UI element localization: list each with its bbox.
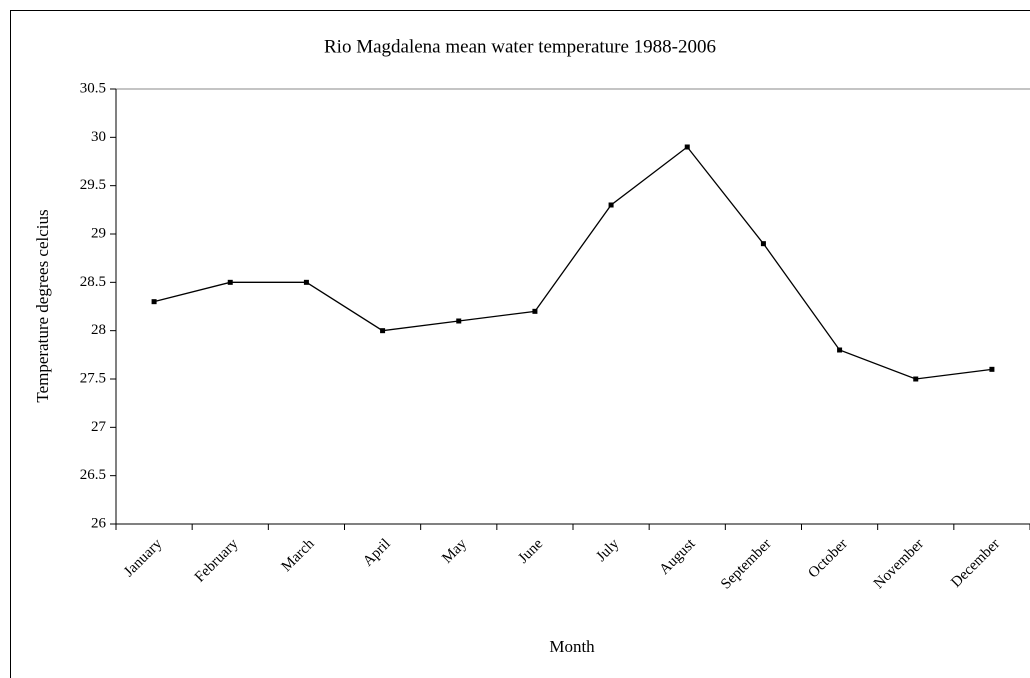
marker bbox=[532, 308, 538, 314]
x-tick-label: May bbox=[439, 536, 470, 567]
y-tick-label: 26 bbox=[91, 515, 107, 531]
x-tick-label: April bbox=[360, 536, 394, 570]
y-tick-label: 28.5 bbox=[80, 274, 106, 290]
marker bbox=[989, 366, 995, 372]
y-tick-label: 26.5 bbox=[80, 467, 106, 483]
line bbox=[153, 146, 992, 380]
x-tick-label: June bbox=[515, 536, 546, 567]
marker bbox=[227, 279, 233, 285]
chart-title: Rio Magdalena mean water temperature 198… bbox=[324, 36, 716, 57]
marker bbox=[380, 328, 386, 334]
chart-border bbox=[10, 10, 1030, 678]
x-tick-label: December bbox=[948, 536, 1003, 591]
marker bbox=[608, 202, 614, 208]
x-tick-label: March bbox=[279, 536, 318, 575]
marker bbox=[837, 347, 843, 353]
y-tick-label: 27 bbox=[91, 419, 107, 435]
x-tick-label: July bbox=[593, 536, 622, 565]
x-tick-label: October bbox=[805, 536, 850, 581]
x-tick-label: September bbox=[718, 536, 775, 593]
marker bbox=[456, 318, 462, 324]
marker bbox=[760, 241, 766, 247]
y-tick-label: 30.5 bbox=[80, 80, 106, 96]
x-tick-label: January bbox=[121, 536, 166, 581]
x-axis-label: Month bbox=[549, 637, 595, 656]
y-tick-label: 29.5 bbox=[80, 177, 106, 193]
marker bbox=[151, 299, 157, 305]
x-tick-label: November bbox=[871, 536, 927, 592]
marker bbox=[303, 279, 309, 285]
y-tick-label: 30 bbox=[91, 129, 106, 145]
marker bbox=[684, 144, 690, 150]
y-axis-label: Temperature degrees celcius bbox=[33, 209, 52, 402]
y-tick-label: 29 bbox=[91, 225, 106, 241]
x-tick-label: February bbox=[192, 536, 242, 586]
y-tick-label: 27.5 bbox=[80, 370, 106, 386]
marker bbox=[913, 376, 919, 382]
y-tick-label: 28 bbox=[91, 322, 106, 338]
x-tick-label: August bbox=[657, 535, 700, 578]
